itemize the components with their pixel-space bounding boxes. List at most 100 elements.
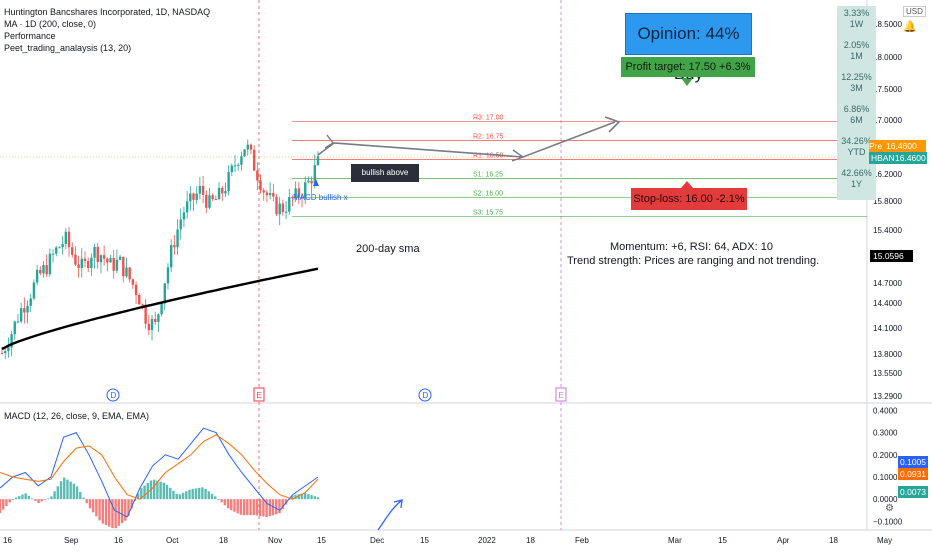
candle-body	[32, 282, 36, 299]
settings-gear-icon[interactable]: ⚙	[885, 503, 894, 514]
candle-body	[58, 247, 61, 249]
candle-body	[157, 314, 160, 323]
macd-histogram-bar	[24, 493, 27, 500]
macd-histogram-bar	[34, 499, 37, 501]
macd-histogram-bar	[14, 497, 18, 500]
macd-bullish-label: MACD bullish x	[293, 193, 348, 202]
perf-value: 34.26%	[841, 136, 872, 146]
macd-histogram-bar	[66, 479, 69, 500]
perf-value: 12.25%	[841, 72, 872, 82]
candle-body	[313, 165, 317, 184]
macd-histogram-bar	[262, 499, 265, 517]
alert-bell-icon[interactable]: 🔔	[903, 21, 917, 33]
candle-body	[150, 318, 154, 331]
forecast-arrowhead	[324, 134, 335, 149]
candle-body	[67, 231, 71, 248]
macd-value-tag: 0.1005	[898, 456, 928, 468]
macd-histogram-bar	[297, 494, 300, 500]
macd-tick-label: 0.4000	[873, 406, 898, 415]
macd-histogram-bar	[159, 481, 162, 500]
candle-body	[268, 192, 272, 196]
macd-histogram-bar	[59, 481, 63, 500]
candle-body	[144, 304, 147, 324]
level-label: S3: 15.75	[473, 209, 503, 216]
signal-line	[0, 434, 319, 500]
candle-body	[147, 323, 151, 331]
pre-market-tag: Pre	[869, 140, 883, 152]
macd-histogram-bar	[194, 488, 198, 500]
macd-histogram-bar	[284, 499, 288, 505]
profit-target-box: Profit target: 17.50 +6.3%	[621, 57, 755, 77]
momentum-text: Momentum: +6, RSI: 64, ADX: 10	[610, 241, 773, 253]
macd-histogram-bar	[21, 494, 24, 500]
candle-body	[163, 283, 166, 304]
currency-label[interactable]: USD	[903, 6, 926, 17]
macd-histogram-bar	[230, 499, 233, 511]
annotation-arrow	[377, 499, 403, 531]
candle-body	[138, 295, 141, 305]
time-tick-label: 16	[3, 536, 12, 545]
macd-histogram-bar	[214, 496, 217, 500]
macd-histogram-bar	[223, 499, 227, 506]
macd-histogram-bar	[63, 477, 66, 500]
macd-histogram-bar	[18, 496, 21, 500]
time-tick-label: 15	[317, 536, 326, 545]
dividend-marker	[418, 388, 432, 402]
candle-body	[122, 256, 125, 277]
candle-body	[281, 203, 285, 213]
earnings-marker	[253, 387, 265, 402]
candle-body	[166, 267, 170, 284]
macd-title: MACD (12, 26, close, 9, EMA, EMA)	[4, 411, 150, 421]
macd-histogram-bar	[201, 487, 204, 500]
time-tick-label: Sep	[64, 536, 79, 545]
candle-body	[179, 219, 182, 230]
macd-histogram-bar	[162, 482, 166, 500]
event-marker-letter: D	[423, 391, 429, 400]
candle-body	[240, 156, 243, 165]
candle-body	[19, 308, 23, 322]
candle-body	[51, 253, 55, 255]
macd-histogram-bar	[82, 497, 85, 500]
macd-histogram-bar	[239, 499, 243, 515]
macd-histogram-bar	[165, 484, 169, 500]
macd-histogram-bar	[50, 496, 53, 500]
candle-body	[96, 246, 99, 263]
macd-histogram-bar	[233, 499, 236, 512]
candle-body	[182, 212, 186, 220]
legend-ma: MA · 1D (200, close, 0)	[4, 19, 97, 29]
perf-period: 6M	[850, 115, 863, 125]
macd-tick-label: 0.2000	[873, 451, 898, 460]
candle-body	[246, 144, 249, 150]
price-tick-label: 14.1000	[873, 324, 902, 333]
candle-body	[230, 165, 234, 173]
macd-histogram-bar	[316, 497, 320, 500]
candle-body	[201, 185, 205, 195]
macd-histogram-bar	[265, 499, 268, 518]
candle-body	[115, 259, 119, 271]
candle-body	[195, 193, 198, 200]
sma-line	[1, 267, 319, 351]
candle-body	[214, 199, 218, 201]
macd-histogram-bar	[53, 491, 56, 500]
candle-body	[48, 253, 52, 275]
candle-body	[90, 257, 93, 269]
event-marker-letter: E	[559, 391, 564, 400]
macd-histogram-bar	[188, 489, 191, 500]
candle-body	[83, 258, 87, 262]
macd-histogram-bar	[278, 499, 281, 514]
perf-period: 1W	[849, 19, 864, 29]
perf-tile-1y: 42.66% 1Y	[837, 166, 876, 200]
time-tick-label: Dec	[370, 536, 384, 545]
macd-histogram-bar	[294, 494, 297, 500]
level-label: R3: 17.00	[473, 114, 503, 121]
candle-body	[13, 321, 16, 335]
perf-value: 42.66%	[841, 168, 872, 178]
macd-histogram-bar	[75, 486, 79, 500]
price-tick-label: 14.4000	[873, 299, 902, 308]
level-label: S1: 16.25	[473, 171, 503, 178]
candle-body	[307, 180, 310, 183]
candle-body	[211, 195, 214, 200]
candle-body	[106, 258, 109, 263]
